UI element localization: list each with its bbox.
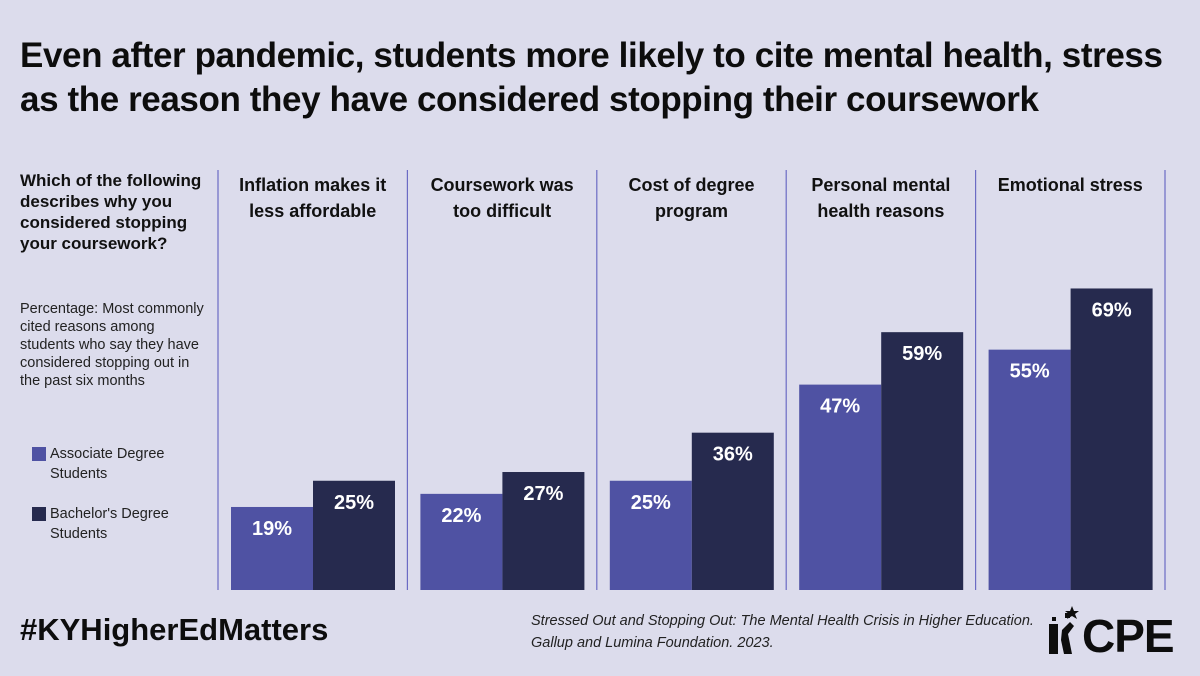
source-citation: Stressed Out and Stopping Out: The Menta… — [531, 610, 1051, 654]
data-label: 27% — [523, 483, 563, 505]
legend-label-associate: Associate Degree Students — [50, 446, 165, 482]
legend: Associate Degree Students Bachelor's Deg… — [32, 444, 212, 564]
legend-item-bachelor: Bachelor's Degree Students — [32, 504, 212, 544]
category-label: Emotional stress — [998, 175, 1143, 195]
data-label: 36% — [713, 444, 753, 466]
legend-label-bachelor: Bachelor's Degree Students — [50, 506, 169, 542]
source-line-1: Stressed Out and Stopping Out: The Menta… — [531, 613, 1034, 629]
source-line-2: Gallup and Lumina Foundation. 2023. — [531, 635, 774, 651]
data-label: 22% — [441, 505, 481, 527]
legend-swatch-associate — [32, 447, 46, 461]
category-label: Cost of degree program — [628, 175, 754, 221]
data-label: 59% — [902, 343, 942, 365]
cpe-star-figure-icon — [1049, 606, 1079, 654]
survey-question: Which of the following describes why you… — [20, 171, 202, 253]
data-label: 25% — [334, 492, 374, 514]
data-label: 19% — [252, 518, 292, 540]
category-label: Coursework was too difficult — [431, 175, 574, 221]
category-label: Personal mental health reasons — [811, 175, 950, 221]
bar-associate — [231, 506, 313, 590]
bar-bachelor — [313, 480, 395, 590]
data-label: 69% — [1092, 299, 1132, 321]
hashtag: #KYHigherEdMatters — [20, 612, 329, 647]
bar-bachelor — [1070, 288, 1153, 590]
logo-text: CPE — [1082, 610, 1174, 658]
bar-bachelor — [881, 332, 964, 590]
category-label: Inflation makes it less affordable — [239, 175, 386, 221]
bar-bachelor — [502, 472, 585, 590]
cpe-logo: CPE — [1048, 604, 1182, 663]
bar-associate — [988, 349, 1071, 590]
data-label: 55% — [1010, 361, 1050, 383]
bar-associate — [420, 493, 503, 590]
legend-item-associate: Associate Degree Students — [32, 444, 212, 484]
chart-title: Even after pandemic, students more likel… — [20, 36, 1163, 119]
bar-associate — [799, 384, 882, 590]
data-label: 47% — [820, 396, 860, 418]
bar-associate — [609, 480, 692, 590]
chart-subtitle: Percentage: Most commonly cited reasons … — [20, 301, 204, 389]
bar-bachelor — [691, 432, 774, 590]
data-label: 25% — [631, 492, 671, 514]
legend-swatch-bachelor — [32, 507, 46, 521]
